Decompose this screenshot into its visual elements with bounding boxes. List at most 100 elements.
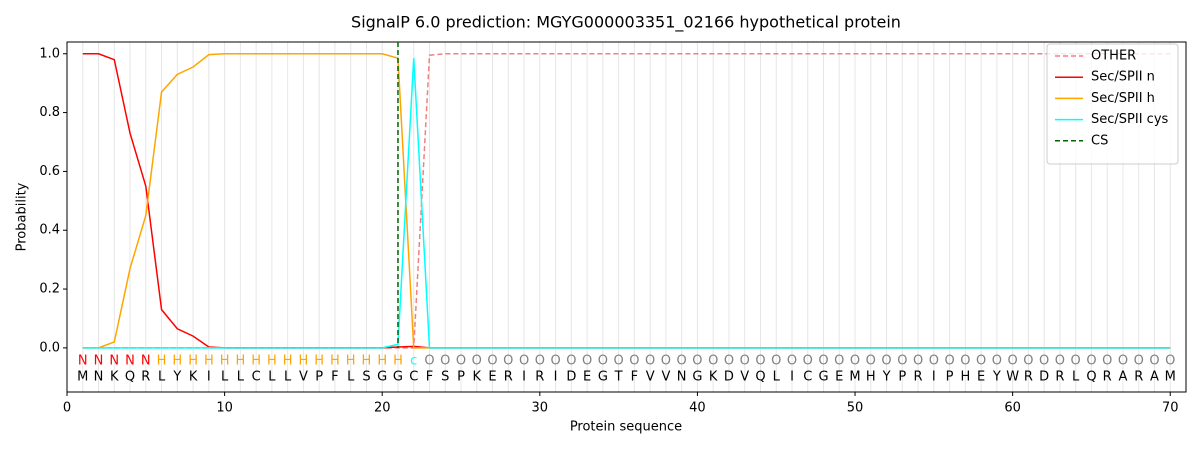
residue-label: O [724,354,734,369]
residue: R [141,370,150,385]
residue-label: O [771,354,781,369]
y-tick-label: 0.8 [39,105,60,120]
series-line [82,58,1171,349]
residue: L [1072,370,1080,385]
residue-label: H [172,354,182,369]
y-tick-label: 0.4 [39,223,60,238]
residue-label: N [125,354,135,369]
residue-label: O [787,354,797,369]
residue: E [583,370,591,385]
legend-label: Sec/SPII n [1091,70,1155,85]
residue-label: O [1039,354,1049,369]
residue-label: O [1071,354,1081,369]
residue: M [77,370,88,385]
x-tick-label: 70 [1162,401,1179,416]
residue: I [522,370,526,385]
residue: E [835,370,843,385]
residue-label: O [1165,354,1175,369]
residue: I [932,370,936,385]
residue: Y [172,370,181,385]
residue-label: H [283,354,293,369]
residue: K [709,370,718,385]
residue-label: O [456,354,466,369]
residue-label: O [834,354,844,369]
x-tick-label: 20 [374,401,391,416]
residue: K [189,370,198,385]
residue: R [1103,370,1112,385]
residue-label: O [976,354,986,369]
residue-label: O [992,354,1002,369]
residue: S [441,370,449,385]
residue-label: N [141,354,151,369]
residue-label: H [314,354,324,369]
residue-label: O [440,354,450,369]
residue: P [946,370,954,385]
residue: W [1006,370,1019,385]
residue: C [252,370,261,385]
residue-label: H [157,354,167,369]
residue: C [409,370,418,385]
series-line [82,53,1171,349]
series-line [82,53,1171,349]
residue-label: O [913,354,923,369]
residue: Y [882,370,891,385]
residue-label: O [929,354,939,369]
legend-label: Sec/SPII h [1091,91,1155,106]
residue: I [790,370,794,385]
residue-label: O [755,354,765,369]
residue: A [1119,370,1128,385]
residue: Y [992,370,1001,385]
residue: D [566,370,576,385]
residue-label: O [881,354,891,369]
residue: R [1024,370,1033,385]
residue: L [284,370,292,385]
residue: Q [1086,370,1096,385]
residue: R [914,370,923,385]
residue: F [426,370,433,385]
residue-label: H [220,354,230,369]
y-tick-label: 0.2 [39,282,60,297]
x-tick-label: 10 [216,401,233,416]
x-tick-label: 60 [1004,401,1021,416]
residue: L [268,370,276,385]
residue-label: O [598,354,608,369]
residue: G [692,370,702,385]
residue-label: H [235,354,245,369]
residue-label: O [818,354,828,369]
residue: V [299,370,308,385]
residue-label: H [377,354,387,369]
residue: I [554,370,558,385]
x-tick-label: 40 [689,401,706,416]
x-tick-label: 0 [63,401,71,416]
residue-label: H [204,354,214,369]
residue: L [221,370,229,385]
residue: M [849,370,860,385]
residue-label: H [393,354,403,369]
residue-label: O [866,354,876,369]
residue: Q [125,370,135,385]
plot-frame [66,41,1187,393]
residue-label: O [897,354,907,369]
residue: C [803,370,812,385]
residue: D [724,370,734,385]
residue: H [866,370,876,385]
residue: F [331,370,338,385]
residue: V [740,370,749,385]
residue-label: O [472,354,482,369]
residue-label: O [1149,354,1159,369]
legend-box [1046,43,1179,165]
residue: G [377,370,387,385]
residue: R [504,370,513,385]
residue-label: H [267,354,277,369]
residue-label: H [299,354,309,369]
residue-label: O [1102,354,1112,369]
x-tick-label: 50 [847,401,864,416]
residue: L [158,370,166,385]
residue-label: O [1055,354,1065,369]
residue-label: O [1086,354,1096,369]
residue: K [473,370,482,385]
residue: L [237,370,245,385]
residue: I [207,370,211,385]
legend-label: Sec/SPII cys [1091,112,1169,127]
